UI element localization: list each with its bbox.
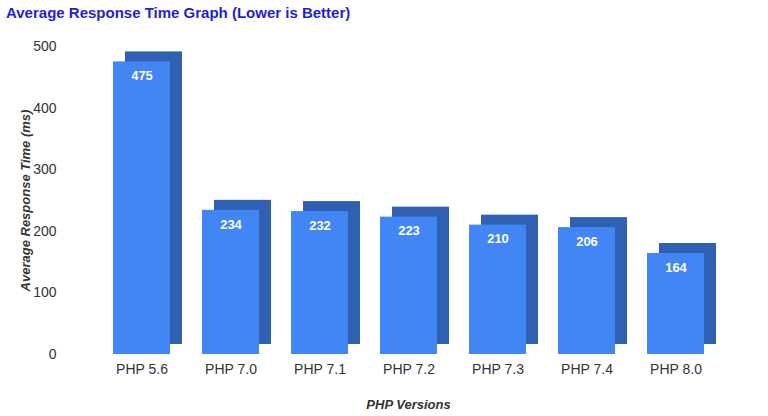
- svg-text:206: 206: [576, 234, 598, 249]
- svg-text:PHP 7.0: PHP 7.0: [205, 361, 257, 377]
- svg-text:Average Response Time (ms): Average Response Time (ms): [18, 110, 33, 293]
- svg-text:223: 223: [398, 223, 420, 238]
- svg-text:PHP 7.2: PHP 7.2: [383, 361, 435, 377]
- svg-text:PHP 7.1: PHP 7.1: [294, 361, 346, 377]
- svg-text:400: 400: [33, 100, 57, 116]
- svg-text:500: 500: [33, 38, 57, 54]
- svg-text:200: 200: [33, 223, 57, 239]
- svg-text:PHP 7.3: PHP 7.3: [472, 361, 524, 377]
- svg-text:PHP 7.4: PHP 7.4: [561, 361, 613, 377]
- svg-text:300: 300: [33, 161, 57, 177]
- svg-text:232: 232: [309, 218, 331, 233]
- svg-text:210: 210: [487, 231, 509, 246]
- svg-text:234: 234: [220, 217, 242, 232]
- svg-text:PHP 5.6: PHP 5.6: [116, 361, 168, 377]
- svg-text:100: 100: [33, 284, 57, 300]
- svg-text:PHP Versions: PHP Versions: [366, 397, 450, 412]
- html-text:Average Response Time Graph (L: Average Response Time Graph (Lower is Be…: [6, 4, 351, 21]
- svg-text:PHP 8.0: PHP 8.0: [650, 361, 702, 377]
- svg-text:0: 0: [49, 346, 57, 362]
- svg-text:164: 164: [665, 260, 687, 275]
- svg-text:475: 475: [131, 68, 153, 83]
